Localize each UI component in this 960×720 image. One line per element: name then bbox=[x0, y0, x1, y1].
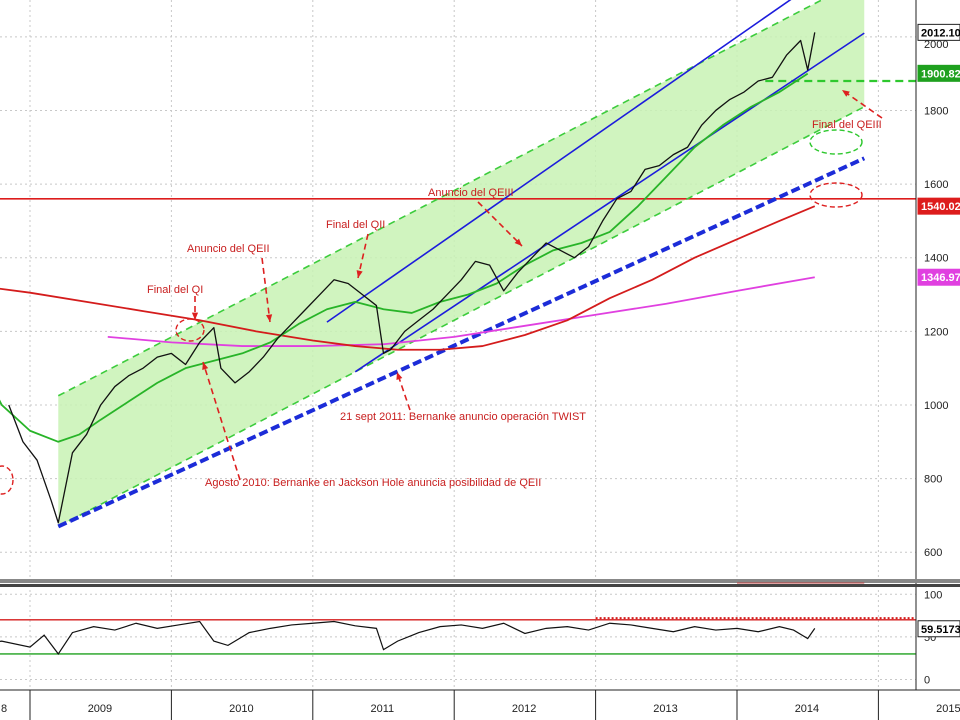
x-tick-label: 2015 bbox=[936, 703, 960, 715]
last-value-tag-label: 1540.02 bbox=[921, 201, 960, 213]
last-value-tag bbox=[917, 23, 960, 41]
last-value-tag bbox=[917, 197, 960, 215]
last-value-tag bbox=[917, 620, 960, 638]
support-trendline bbox=[57, 156, 866, 529]
y-tick-label: 0 bbox=[924, 674, 930, 686]
annotation-arrow bbox=[477, 201, 523, 247]
annotation-twist: 21 sept 2011: Bernanke anuncio operación… bbox=[340, 411, 586, 423]
channel-upper-line bbox=[57, 0, 824, 397]
annotation-anuncio-qeii: Anuncio del QEII bbox=[187, 243, 270, 255]
last-value-tag-label: 59.5173 bbox=[921, 624, 960, 636]
last-value-tags: 2012.10 1900.82 1540.02 1346.97 59.5173 bbox=[917, 23, 960, 638]
annotation-marks bbox=[0, 89, 883, 495]
annotation-arrow bbox=[261, 257, 271, 323]
x-tick-label: 2009 bbox=[88, 703, 112, 715]
price-series-line bbox=[8, 32, 816, 524]
y-tick-label: 1200 bbox=[924, 326, 948, 338]
last-value-tag bbox=[917, 64, 960, 82]
y-tick-label: 1400 bbox=[924, 253, 948, 265]
x-tick-label: 8 bbox=[1, 703, 7, 715]
annotation-arrow bbox=[841, 89, 883, 119]
x-tick-label: 2013 bbox=[653, 703, 677, 715]
annotation-ellipse bbox=[0, 465, 14, 495]
annotation-ellipse bbox=[809, 129, 863, 155]
last-value-tag-label: 2012.10 bbox=[921, 27, 960, 39]
annotation-arrowhead bbox=[396, 372, 403, 380]
y-tick-label: 1000 bbox=[924, 400, 948, 412]
channel-fill bbox=[58, 0, 865, 527]
x-tick-label: 2010 bbox=[229, 703, 253, 715]
moving-average-line bbox=[0, 72, 809, 443]
moving-average-line bbox=[0, 205, 816, 351]
x-tick-label: 2012 bbox=[512, 703, 536, 715]
blue-channel-lower-line bbox=[354, 32, 865, 373]
annotation-arrow bbox=[357, 233, 369, 279]
annotation-arrowhead bbox=[202, 362, 209, 370]
y-tick-label: 600 bbox=[924, 547, 942, 559]
y-tick-label: 100 bbox=[924, 589, 942, 601]
y-tick-label: 1600 bbox=[924, 179, 948, 191]
panel-separator bbox=[0, 584, 960, 587]
oscillator-lines bbox=[0, 617, 916, 655]
last-value-tag bbox=[917, 268, 960, 286]
price-grid bbox=[0, 0, 916, 578]
x-axis: 8 2009 2010 2011 2012 2013 2014 2015 bbox=[1, 703, 960, 715]
annotation-arrowhead bbox=[514, 238, 522, 246]
annotation-ellipse bbox=[175, 318, 205, 342]
last-value-tag-label: 1900.82 bbox=[921, 68, 960, 80]
blue-channel-upper-line bbox=[326, 0, 792, 323]
oscillator-grid bbox=[0, 590, 916, 688]
y-axis-oscillator: 0 50 100 bbox=[924, 589, 942, 686]
x-tick-label: 2011 bbox=[371, 703, 395, 715]
annotation-arrowhead bbox=[842, 90, 850, 97]
y-tick-label: 2000 bbox=[924, 39, 948, 51]
last-value-tag-label: 1346.97 bbox=[921, 272, 960, 284]
annotation-arrowhead bbox=[356, 270, 363, 278]
annotation-final-qii: Final del QII bbox=[326, 219, 385, 231]
y-axis-price: 2000 600 800 1000 1200 1400 1600 1800 bbox=[924, 39, 948, 559]
annotation-arrowhead bbox=[191, 312, 199, 320]
price-lines bbox=[0, 0, 916, 529]
annotation-anuncio-qeiii: Anuncio del QEIII bbox=[428, 187, 514, 199]
annotation-ellipse bbox=[809, 182, 863, 208]
moving-average-line bbox=[107, 276, 815, 347]
y-tick-label: 1800 bbox=[924, 105, 948, 117]
y-tick-label: 800 bbox=[924, 474, 942, 486]
annotation-arrow bbox=[202, 361, 241, 481]
annotation-final-qeiii: Final del QEIII bbox=[812, 119, 882, 131]
channel-lower-line bbox=[57, 106, 865, 528]
x-tick-label: 2014 bbox=[795, 703, 819, 715]
annotation-final-qi: Final del QI bbox=[147, 284, 203, 296]
annotation-arrowhead bbox=[265, 314, 273, 322]
panel-separator bbox=[0, 579, 960, 583]
oscillator-series-line bbox=[0, 620, 816, 655]
annotation-jackson-hole: Agosto 2010: Bernanke en Jackson Hole an… bbox=[205, 477, 541, 489]
